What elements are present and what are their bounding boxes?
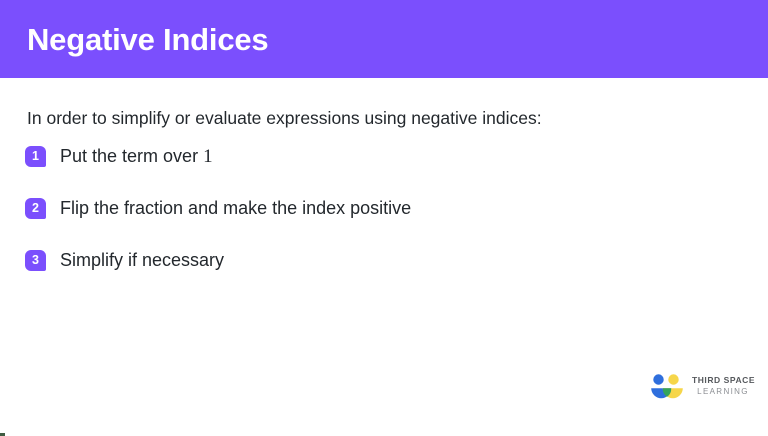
slide-header: Negative Indices xyxy=(0,0,768,78)
step-text: Put the term over 1 xyxy=(60,142,213,171)
step-math-value: 1 xyxy=(203,146,213,167)
list-item: 3 Simplify if necessary xyxy=(0,246,768,298)
logo-mark-icon xyxy=(648,371,686,403)
step-number-badge: 2 xyxy=(25,198,46,219)
step-text-label: Simplify if necessary xyxy=(60,250,225,270)
list-item: 2 Flip the fraction and make the index p… xyxy=(0,194,768,246)
intro-text: In order to simplify or evaluate express… xyxy=(27,108,542,128)
step-text: Simplify if necessary xyxy=(60,246,224,275)
step-text-label: Flip the fraction and make the index pos… xyxy=(60,198,412,218)
step-text-label: Put the term over xyxy=(60,146,204,166)
steps-list: 1 Put the term over 1 2 Flip the fractio… xyxy=(0,142,768,298)
step-text: Flip the fraction and make the index pos… xyxy=(60,194,411,223)
slide-body: In order to simplify or evaluate express… xyxy=(0,78,768,436)
step-number-badge: 1 xyxy=(25,146,46,167)
third-space-learning-logo: THIRD SPACE LEARNING xyxy=(648,370,754,406)
page-title: Negative Indices xyxy=(27,22,269,57)
logo-wordmark: THIRD SPACE LEARNING xyxy=(692,375,754,397)
bottom-artifact xyxy=(0,433,5,436)
step-number-badge: 3 xyxy=(25,250,46,271)
list-item: 1 Put the term over 1 xyxy=(0,142,768,194)
logo-line-secondary: LEARNING xyxy=(697,387,749,396)
logo-line-primary: THIRD SPACE xyxy=(692,375,756,385)
